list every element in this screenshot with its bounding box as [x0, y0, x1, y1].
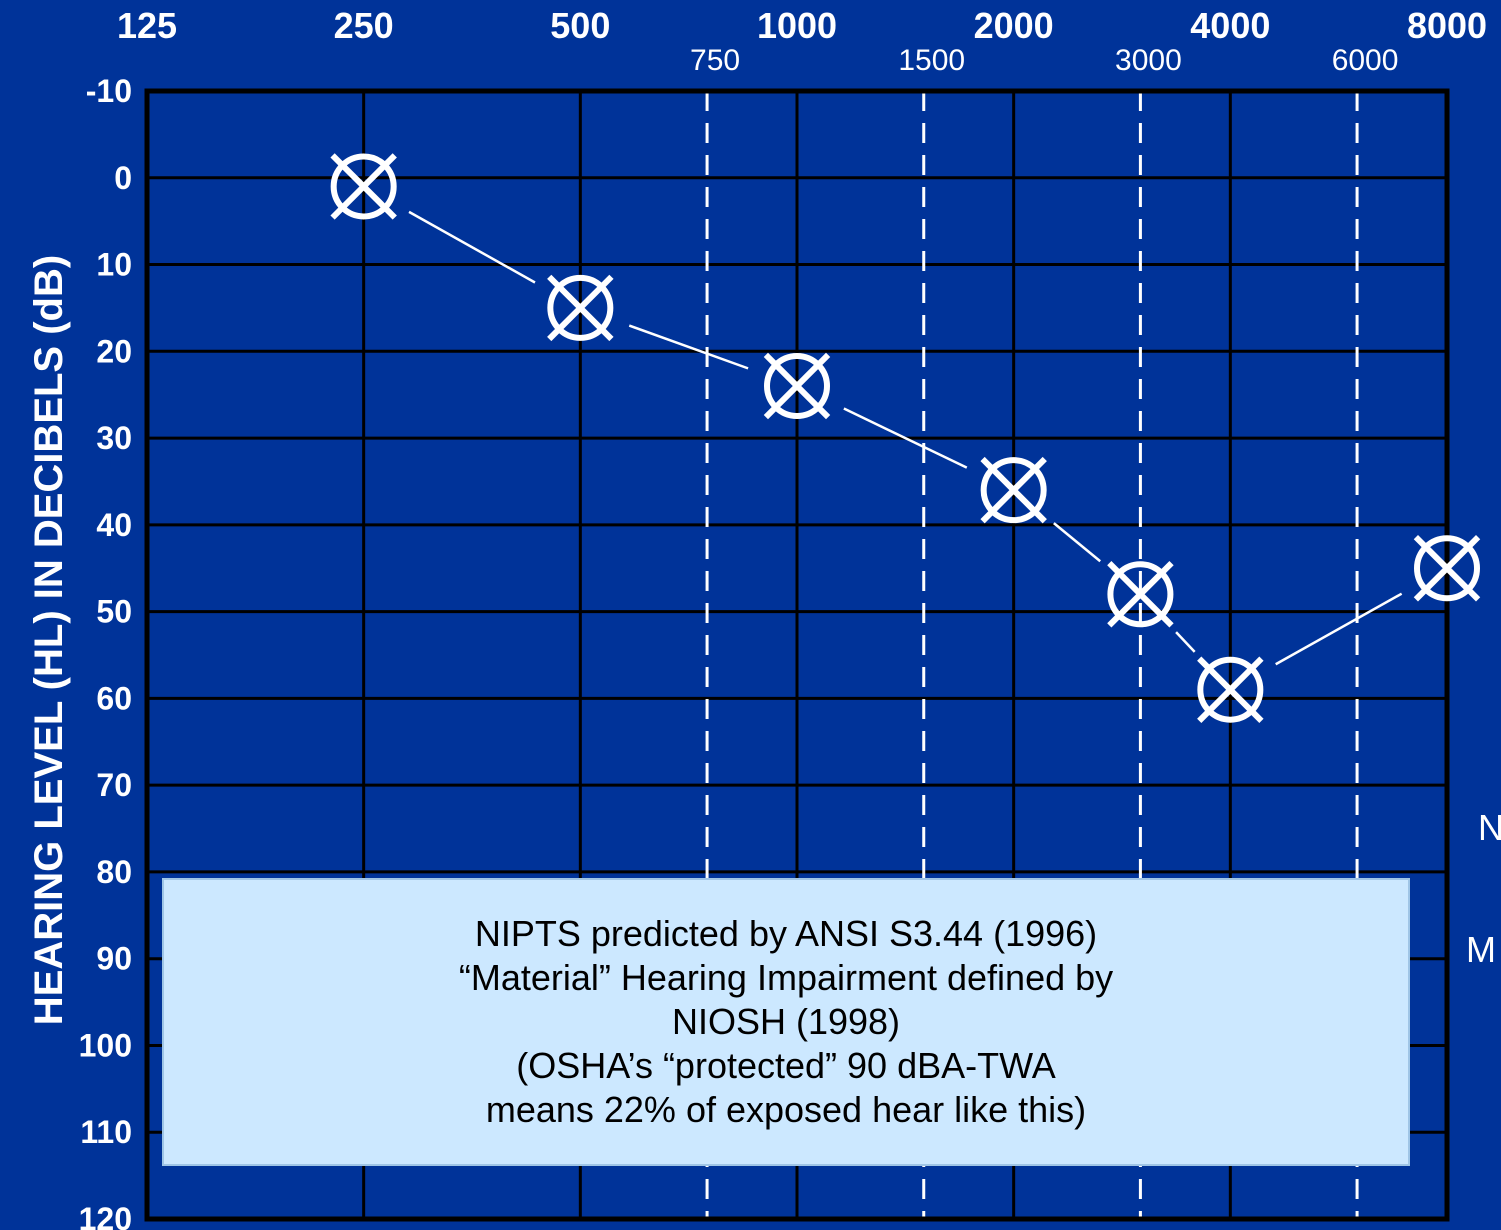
data-point-marker [980, 456, 1047, 524]
series-segment [628, 324, 749, 370]
x-major-tick-label: 250 [334, 5, 394, 46]
annotation-line-4: (OSHA’s “protected” 90 dBA-TWA [516, 1045, 1056, 1086]
y-tick-label: 40 [96, 507, 132, 543]
annotation-line-3: NIOSH (1998) [671, 1001, 901, 1042]
x-major-tick-label: 4000 [1190, 5, 1270, 46]
y-tick-label: 110 [80, 1114, 132, 1150]
data-point-marker [1413, 534, 1481, 602]
marker-circle [764, 353, 830, 420]
y-tick-label: 20 [96, 333, 132, 369]
data-line [408, 210, 1403, 666]
plot-frame [144, 88, 1450, 1222]
x-major-tick-label: 1000 [757, 5, 837, 46]
data-markers [330, 153, 1481, 723]
marker-cross [1197, 656, 1264, 723]
x-minor-tick-label: 1500 [898, 44, 965, 77]
data-point-marker [1107, 561, 1174, 628]
marker-cross [1107, 561, 1174, 628]
y-axis-label: HEARING LEVEL (HL) IN DECIBELS (dB) [27, 255, 71, 1025]
y-tick-label: 50 [96, 594, 132, 630]
marker-cross [330, 153, 397, 220]
x-minor-tick-label: 6000 [1332, 44, 1399, 77]
x-major-tick-label: 8000 [1407, 5, 1487, 46]
series-segment [1175, 631, 1196, 653]
y-tick-label: 10 [96, 247, 132, 283]
side-text-m: M [1466, 929, 1496, 970]
annotation-line-1: NIPTS predicted by ANSI S3.44 (1996) [474, 913, 1098, 954]
annotation-box: NIPTS predicted by ANSI S3.44 (1996) “Ma… [162, 878, 1410, 1166]
data-point-marker [330, 153, 397, 220]
data-point-marker [763, 352, 831, 420]
y-tick-label: 90 [96, 941, 132, 977]
marker-circle [547, 274, 614, 341]
series-segment [408, 210, 536, 284]
y-tick-label: -10 [86, 73, 132, 109]
y-tick-label: 70 [96, 767, 132, 803]
marker-circle [1107, 561, 1174, 628]
marker-cross [547, 274, 614, 342]
series-segment [843, 407, 968, 469]
data-point-marker [1197, 656, 1264, 723]
marker-circle [1414, 535, 1480, 602]
marker-circle [330, 153, 397, 220]
y-tick-label: 80 [96, 854, 132, 890]
annotation-line-5: means 22% of exposed hear like this) [485, 1089, 1087, 1130]
marker-cross [1413, 534, 1481, 602]
series-segment [1275, 592, 1403, 666]
y-tick-label: 60 [96, 680, 132, 716]
data-point-marker [547, 274, 614, 342]
y-tick-label: 120 [79, 1201, 132, 1230]
marker-cross [980, 456, 1047, 524]
series-segment [1053, 522, 1102, 563]
x-minor-tick-labels: 750 1500 3000 6000 [690, 44, 1398, 77]
y-tick-label: 30 [96, 420, 132, 456]
x-minor-tick-label: 750 [690, 44, 740, 77]
marker-circle [980, 457, 1047, 524]
x-major-tick-label: 125 [117, 5, 177, 46]
y-tick-label: 0 [114, 160, 132, 196]
y-tick-labels: -10 0 10 20 30 40 50 60 70 80 90 100 110 120 [79, 73, 132, 1230]
x-major-tick-label: 500 [550, 5, 610, 46]
marker-circle [1197, 656, 1264, 723]
x-major-tick-label: 2000 [974, 5, 1054, 46]
x-minor-tick-label: 3000 [1115, 44, 1182, 77]
side-text-n: N [1478, 807, 1501, 848]
annotation-line-2: “Material” Hearing Impairment defined by [458, 957, 1114, 998]
x-major-tick-labels: 125 250 500 1000 2000 4000 8000 [117, 5, 1487, 46]
marker-cross [763, 352, 831, 420]
y-tick-label: 100 [79, 1027, 132, 1063]
